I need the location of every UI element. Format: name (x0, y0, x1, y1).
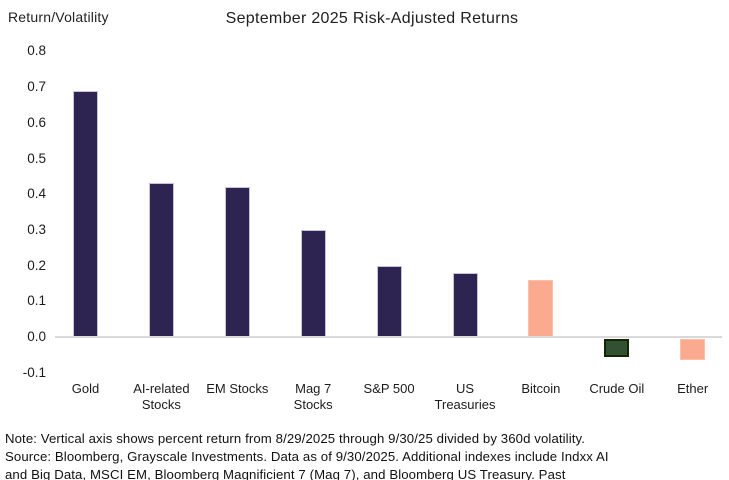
bar-ai-related-stocks (148, 183, 174, 337)
bar-s-p-500 (376, 265, 402, 337)
y-tick-label: -0.1 (22, 364, 46, 380)
y-tick-label: 0.2 (27, 257, 46, 273)
bar-mag-7-stocks (300, 229, 326, 337)
chart-title: September 2025 Risk-Adjusted Returns (225, 10, 519, 27)
y-tick-label: 0.7 (27, 79, 46, 95)
y-tick-label: 0.1 (27, 293, 46, 309)
x-tick-label-us-treasuries: US Treasuries (434, 381, 496, 412)
y-tick-label: 0.5 (27, 150, 46, 166)
x-tick-label-gold: Gold (71, 381, 100, 396)
bar-bitcoin (528, 279, 554, 337)
x-tick-label-em-stocks: EM Stocks (206, 381, 269, 396)
y-tick-label: 0.4 (27, 186, 46, 202)
footnote-line: and Big Data, MSCI EM, Bloomberg Magnifi… (5, 467, 566, 480)
footnote-line: Note: Vertical axis shows percent return… (5, 431, 585, 446)
footnote: Note: Vertical axis shows percent return… (5, 430, 727, 480)
x-tick-label-ai-related-stocks: AI-related Stocks (133, 381, 190, 412)
y-tick-label: 0.8 (27, 43, 46, 59)
x-tick-label-crude-oil: Crude Oil (589, 381, 645, 396)
x-tick-label-mag-7-stocks: Mag 7 Stocks (293, 381, 333, 412)
plot-area: 0.8 0.7 0.6 0.5 0.4 0.3 0.2 0.1 0.0 -0.1 Gold AI-re… (22, 43, 722, 412)
x-tick-label-bitcoin: Bitcoin (521, 381, 561, 396)
x-tick-label-s-p-500: S&P 500 (363, 381, 415, 396)
footnote-line: Source: Bloomberg, Grayscale Investments… (5, 449, 609, 464)
bar-gold (73, 90, 98, 337)
bar-em-stocks (224, 187, 250, 337)
y-tick-label: 0.6 (27, 114, 46, 130)
y-tick-label: 0.3 (27, 221, 46, 237)
x-axis-baseline (55, 336, 722, 338)
y-tick-label: 0.0 (27, 329, 46, 344)
x-tick-label-ether: Ether (677, 381, 709, 396)
bar-us-treasuries (452, 272, 478, 337)
bar-ether (680, 339, 706, 361)
bar-crude-oil (604, 339, 630, 357)
y-axis-title: Return/Volatility (8, 9, 109, 25)
